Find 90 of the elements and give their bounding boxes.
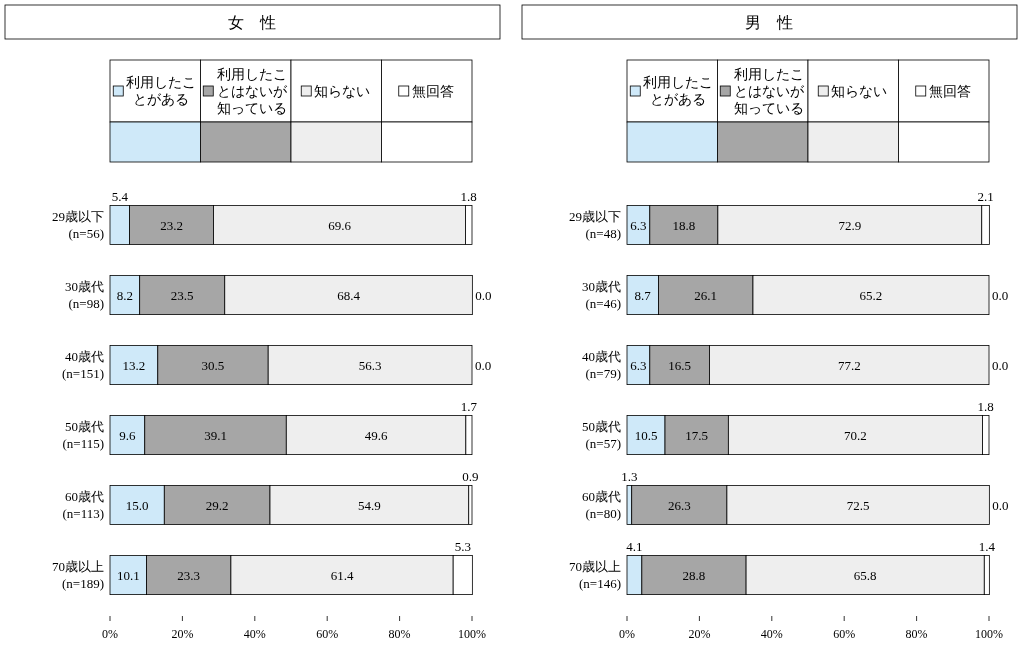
x-tick-label: 40%: [243, 627, 266, 641]
legend-item: 知らない: [290, 59, 382, 163]
data-label: 56.3: [358, 357, 382, 373]
data-label: 18.8: [672, 217, 696, 233]
data-label: 65.8: [853, 567, 877, 583]
data-label: 1.8: [460, 188, 477, 204]
x-tick-label: 100%: [458, 627, 486, 641]
y-tick-label: 70歳以上 (n=189): [52, 559, 104, 591]
y-tick-label: 30歳代 (n=98): [65, 279, 104, 311]
legend-item: 利用したことはないが知っている: [200, 59, 292, 163]
data-label: 13.2: [122, 357, 146, 373]
legend-label: 利用したことがある: [126, 75, 197, 107]
legend-label: 知らない: [314, 83, 371, 99]
x-tick-label: 40%: [760, 627, 783, 641]
data-label: 0.0: [992, 287, 1009, 303]
data-label: 26.1: [694, 287, 718, 303]
data-label: 10.1: [116, 567, 140, 583]
data-label: 10.5: [634, 427, 658, 443]
legend-item: 無回答: [381, 59, 473, 163]
data-label: 16.5: [668, 357, 692, 373]
data-label: 1.4: [978, 538, 995, 554]
legend-label: 利用したことがある: [643, 75, 714, 107]
data-label: 0.0: [475, 357, 492, 373]
data-label: 72.5: [846, 497, 870, 513]
y-tick-label: 60歳代 (n=113): [62, 489, 104, 521]
legend-label: 知らない: [831, 83, 888, 99]
data-label: 39.1: [204, 427, 227, 443]
data-label: 69.6: [328, 217, 351, 233]
data-label: 0.9: [462, 468, 479, 484]
data-label: 6.3: [630, 357, 647, 373]
data-label: 77.2: [837, 357, 861, 373]
x-tick-label: 20%: [688, 627, 711, 641]
data-label: 68.4: [337, 287, 360, 303]
data-label: 0.0: [992, 357, 1009, 373]
data-label: 29.2: [205, 497, 229, 513]
x-tick-label: 80%: [905, 627, 928, 641]
data-label: 0.0: [992, 497, 1009, 513]
y-tick-label: 40歳代 (n=151): [62, 349, 104, 381]
data-label: 9.6: [119, 427, 136, 443]
data-label: 49.6: [364, 427, 388, 443]
data-label: 23.3: [177, 567, 201, 583]
data-label: 4.1: [626, 538, 643, 554]
y-tick-label: 29歳以下 (n=56): [52, 209, 104, 241]
data-label: 26.3: [667, 497, 691, 513]
y-tick-label: 50歳代 (n=115): [62, 419, 104, 451]
data-label: 61.4: [330, 567, 354, 583]
legend-label: 無回答: [411, 83, 454, 99]
legend-item: 利用したことがある: [626, 59, 718, 163]
data-label: 15.0: [125, 497, 149, 513]
data-label: 1.7: [460, 398, 478, 414]
legend-item: 知らない: [807, 59, 899, 163]
legend-item: 利用したことがある: [109, 59, 201, 163]
legend-label: 無回答: [928, 83, 971, 99]
legend-item: 無回答: [898, 59, 990, 163]
x-tick-label: 0%: [619, 627, 635, 641]
y-tick-label: 50歳代 (n=57): [582, 419, 621, 451]
data-label: 23.5: [170, 287, 194, 303]
x-tick-label: 60%: [316, 627, 339, 641]
y-tick-label: 29歳以下 (n=48): [569, 209, 621, 241]
data-label: 1.3: [621, 468, 638, 484]
data-label: 5.4: [111, 188, 128, 204]
legend-label: 利用したことはないが知っている: [733, 66, 805, 116]
x-tick-label: 0%: [102, 627, 118, 641]
x-tick-label: 60%: [833, 627, 856, 641]
x-tick-label: 100%: [975, 627, 1003, 641]
legend-label: 利用したことはないが知っている: [216, 66, 288, 116]
data-label: 23.2: [160, 217, 183, 233]
data-label: 65.2: [859, 287, 883, 303]
y-tick-label: 70歳以上 (n=146): [569, 559, 621, 591]
data-label: 1.8: [977, 398, 994, 414]
x-tick-label: 20%: [171, 627, 194, 641]
data-label: 30.5: [201, 357, 225, 373]
chart-title: 女 性: [228, 13, 276, 31]
y-tick-label: 40歳代 (n=79): [582, 349, 621, 381]
data-label: 6.3: [630, 217, 647, 233]
data-label: 70.2: [844, 427, 867, 443]
data-label: 28.8: [682, 567, 706, 583]
y-tick-label: 30歳代 (n=46): [582, 279, 621, 311]
x-tick-label: 80%: [388, 627, 411, 641]
data-label: 8.7: [634, 287, 651, 303]
y-tick-label: 60歳代 (n=80): [582, 489, 621, 521]
data-label: 8.2: [116, 287, 133, 303]
legend-item: 利用したことはないが知っている: [717, 59, 809, 163]
data-label: 17.5: [685, 427, 709, 443]
data-label: 2.1: [977, 188, 994, 204]
data-label: 72.9: [838, 217, 862, 233]
chart-title: 男 性: [745, 13, 793, 31]
data-label: 54.9: [358, 497, 381, 513]
data-label: 0.0: [475, 287, 492, 303]
data-label: 5.3: [454, 538, 471, 554]
